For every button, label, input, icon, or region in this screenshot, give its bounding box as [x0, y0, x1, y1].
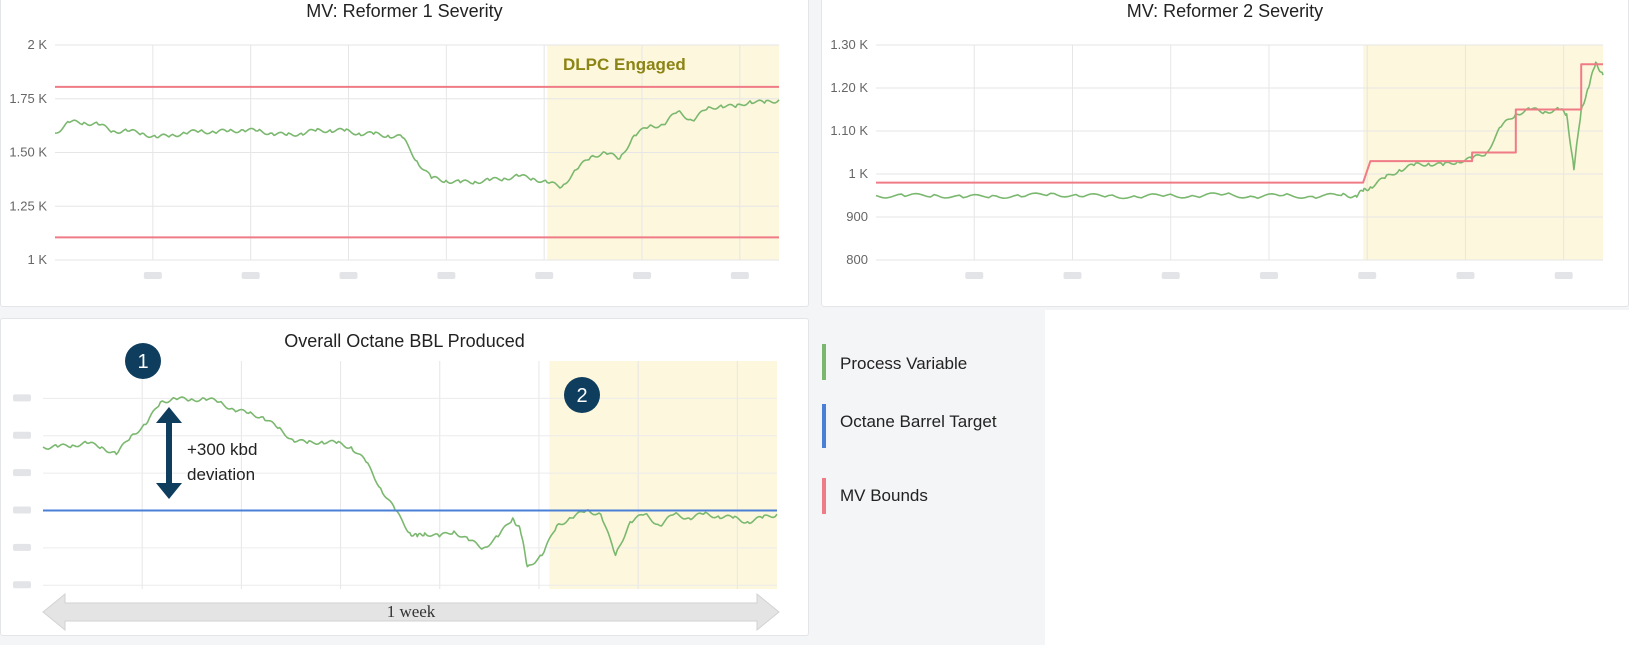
- week-span-arrow: [42, 592, 780, 632]
- blurred-x-tick-label: [437, 272, 456, 279]
- blurred-x-tick-label: [1358, 272, 1377, 279]
- y-tick-label: 1.10 K: [830, 123, 868, 138]
- dlpc-engaged-label: DLPC Engaged: [563, 55, 686, 74]
- chart-reformer2: 800 900 1 K 1.10 K 1.20 K 1.30 K: [830, 37, 1604, 279]
- blurred-tick-label: [13, 431, 31, 439]
- chart-title-octane: Overall Octane BBL Produced: [284, 331, 525, 351]
- y-tick-label: 1.50 K: [9, 145, 47, 160]
- blurred-tick-label: [13, 469, 31, 477]
- blurred-tick-label: [13, 394, 31, 402]
- chart-title-reformer1: MV: Reformer 1 Severity: [306, 1, 503, 21]
- annotation-marker-2: [564, 377, 600, 413]
- blurred-x-tick-label: [535, 272, 554, 279]
- blurred-tick-label: [13, 506, 31, 514]
- blurred-x-tick-label: [965, 272, 984, 279]
- series-mv-bound: [876, 63, 1603, 184]
- y-tick-label: 1.20 K: [830, 80, 868, 95]
- week-span-label: 1 week: [387, 602, 436, 621]
- blurred-x-tick-label: [339, 272, 358, 279]
- y-tick-label: 1 K: [27, 252, 47, 267]
- deviation-label-line1: +300 kbd: [187, 440, 257, 459]
- annotation-marker-2-label: 2: [576, 385, 587, 407]
- annotation-marker-1-label: 1: [137, 351, 148, 373]
- blurred-x-tick-label: [241, 272, 260, 279]
- deviation-arrow-head-up: [156, 407, 182, 423]
- blurred-tick-label: [13, 543, 31, 551]
- legend-label: Process Variable: [840, 354, 968, 373]
- chart-title-reformer2: MV: Reformer 2 Severity: [1126, 1, 1324, 21]
- blurred-x-tick-label: [1161, 272, 1180, 279]
- deviation-label-line2: deviation: [187, 465, 255, 484]
- blurred-x-tick-label: [1554, 272, 1573, 279]
- chart-panel-reformer2: MV: Reformer 2 Severity 800 900 1 K 1.10 K 1…: [821, 0, 1629, 307]
- chart-reformer1: 1 K 1.25 K 1.50 K 1.75 K 2 K DLPC Engaged: [9, 37, 780, 279]
- empty-area: [1045, 310, 1629, 645]
- y-tick-label: 800: [846, 252, 868, 267]
- blurred-x-tick-label: [1456, 272, 1475, 279]
- blurred-tick-label: [13, 581, 31, 589]
- legend-label: MV Bounds: [840, 486, 928, 505]
- blurred-x-tick-label: [1063, 272, 1082, 279]
- annotation-marker-1: [125, 343, 161, 379]
- blurred-x-tick-label: [633, 272, 652, 279]
- y-tick-label: 900: [846, 209, 868, 224]
- chart-panel-octane: Overall Octane BBL Produced 1 2 +300 kbd de…: [0, 318, 809, 636]
- y-tick-label: 1.30 K: [830, 37, 868, 52]
- blurred-x-tick-label: [1259, 272, 1278, 279]
- series-process-variable: [42, 396, 778, 568]
- blurred-x-tick-label: [143, 272, 162, 279]
- legend-swatch-pv: [822, 344, 826, 380]
- y-tick-label: 2 K: [27, 37, 47, 52]
- legend-label: Octane Barrel Target: [840, 412, 997, 431]
- legend-swatch-target: [822, 404, 826, 448]
- deviation-arrow-head-down: [156, 483, 182, 499]
- blurred-x-tick-label: [730, 272, 749, 279]
- legend-swatch-bounds: [822, 478, 826, 514]
- y-tick-label: 1 K: [848, 166, 868, 181]
- y-tick-label: 1.25 K: [9, 198, 47, 213]
- y-tick-label: 1.75 K: [9, 91, 47, 106]
- series-process-variable: [54, 99, 780, 189]
- chart-octane: 1 2 +300 kbd deviation 1 week: [13, 343, 780, 632]
